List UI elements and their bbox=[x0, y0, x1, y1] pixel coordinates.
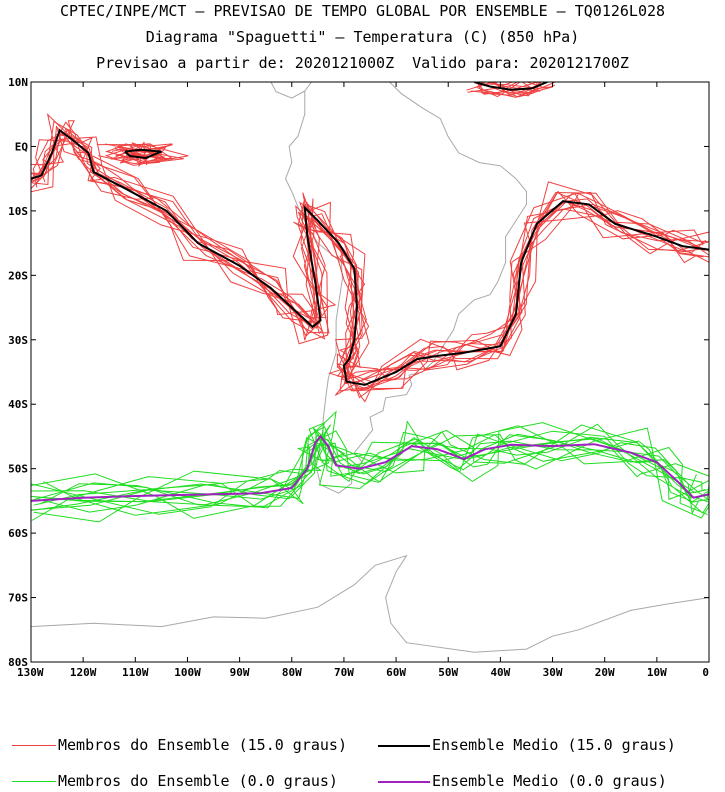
member-15-top bbox=[491, 82, 542, 97]
lat-tick-label: 60S bbox=[8, 527, 28, 540]
lon-tick-label: 60W bbox=[386, 666, 406, 679]
member-15-line bbox=[31, 125, 706, 385]
lat-tick-label: 70S bbox=[8, 592, 28, 605]
lat-tick-label: 10S bbox=[8, 205, 28, 218]
lon-tick-label: 100W bbox=[174, 666, 201, 679]
lat-tick-label: 40S bbox=[8, 398, 28, 411]
member-15-line bbox=[31, 136, 704, 392]
member-15-line bbox=[32, 129, 709, 379]
lat-tick-label: 50S bbox=[8, 463, 28, 476]
lon-tick-label: 120W bbox=[70, 666, 97, 679]
member-0-line bbox=[31, 427, 709, 511]
member-15-line bbox=[31, 133, 706, 390]
member-15-line bbox=[31, 120, 709, 403]
lat-tick-label: 30S bbox=[8, 334, 28, 347]
lon-tick-label: 10W bbox=[647, 666, 667, 679]
antarctica-outline bbox=[31, 554, 709, 653]
member-0-line bbox=[31, 427, 709, 519]
lon-tick-label: 50W bbox=[438, 666, 458, 679]
lon-tick-label: 30W bbox=[543, 666, 563, 679]
lon-tick-label: 80W bbox=[282, 666, 302, 679]
lat-tick-label: 20S bbox=[8, 269, 28, 282]
chart-title: CPTEC/INPE/MCT – PREVISAO DE TEMPO GLOBA… bbox=[59, 2, 666, 20]
member-15-line bbox=[35, 139, 709, 380]
chart-subtitle: Diagrama "Spaguetti" – Temperatura (C) (… bbox=[145, 28, 580, 46]
lon-tick-label: 110W bbox=[122, 666, 149, 679]
member-15-loop bbox=[96, 143, 189, 166]
legend-mean-15: Ensemble Medio (15.0 graus) bbox=[432, 736, 676, 754]
member-15-line bbox=[37, 136, 704, 390]
lon-tick-label: 40W bbox=[490, 666, 510, 679]
lon-tick-label: 130W bbox=[17, 666, 44, 679]
legend-members-15: Membros do Ensemble (15.0 graus) bbox=[58, 736, 347, 754]
ensemble-mean-15 bbox=[31, 128, 709, 386]
legend-swatch-members-0 bbox=[12, 781, 56, 782]
lon-tick-label: 20W bbox=[595, 666, 615, 679]
member-0-line bbox=[31, 434, 709, 514]
member-15-top bbox=[475, 82, 521, 98]
lat-tick-label: 80S bbox=[8, 656, 28, 669]
legend-members-0: Membros do Ensemble (0.0 graus) bbox=[58, 772, 338, 790]
legend-swatch-mean-15 bbox=[378, 745, 430, 747]
map-frame bbox=[30, 81, 710, 663]
member-15-top bbox=[467, 82, 544, 93]
legend-swatch-mean-0 bbox=[378, 781, 430, 783]
lat-tick-label: 10N bbox=[8, 76, 28, 89]
lon-tick-label: 70W bbox=[334, 666, 354, 679]
lon-tick-label: 90W bbox=[230, 666, 250, 679]
lon-tick-label: 0 bbox=[702, 666, 709, 679]
member-0-line bbox=[35, 433, 706, 503]
ensemble-mean-15-loop bbox=[124, 148, 162, 160]
member-15-line bbox=[31, 133, 709, 391]
member-15-loop bbox=[104, 143, 184, 164]
legend-swatch-members-15 bbox=[12, 745, 56, 746]
member-15-line bbox=[31, 127, 709, 399]
legend-mean-0: Ensemble Medio (0.0 graus) bbox=[432, 772, 667, 790]
member-0-line bbox=[42, 423, 697, 516]
lat-tick-label: EQ bbox=[15, 140, 29, 153]
member-15-line bbox=[36, 138, 709, 383]
member-0-line bbox=[38, 424, 703, 513]
member-15-loop bbox=[124, 150, 165, 158]
forecast-dates: Previsao a partir de: 2020121000Z Valido… bbox=[96, 54, 629, 72]
member-15-line bbox=[32, 120, 704, 392]
ensemble-mean-15-top bbox=[474, 82, 548, 91]
central-america-outline bbox=[270, 82, 306, 99]
ensemble-mean-0 bbox=[31, 434, 709, 502]
